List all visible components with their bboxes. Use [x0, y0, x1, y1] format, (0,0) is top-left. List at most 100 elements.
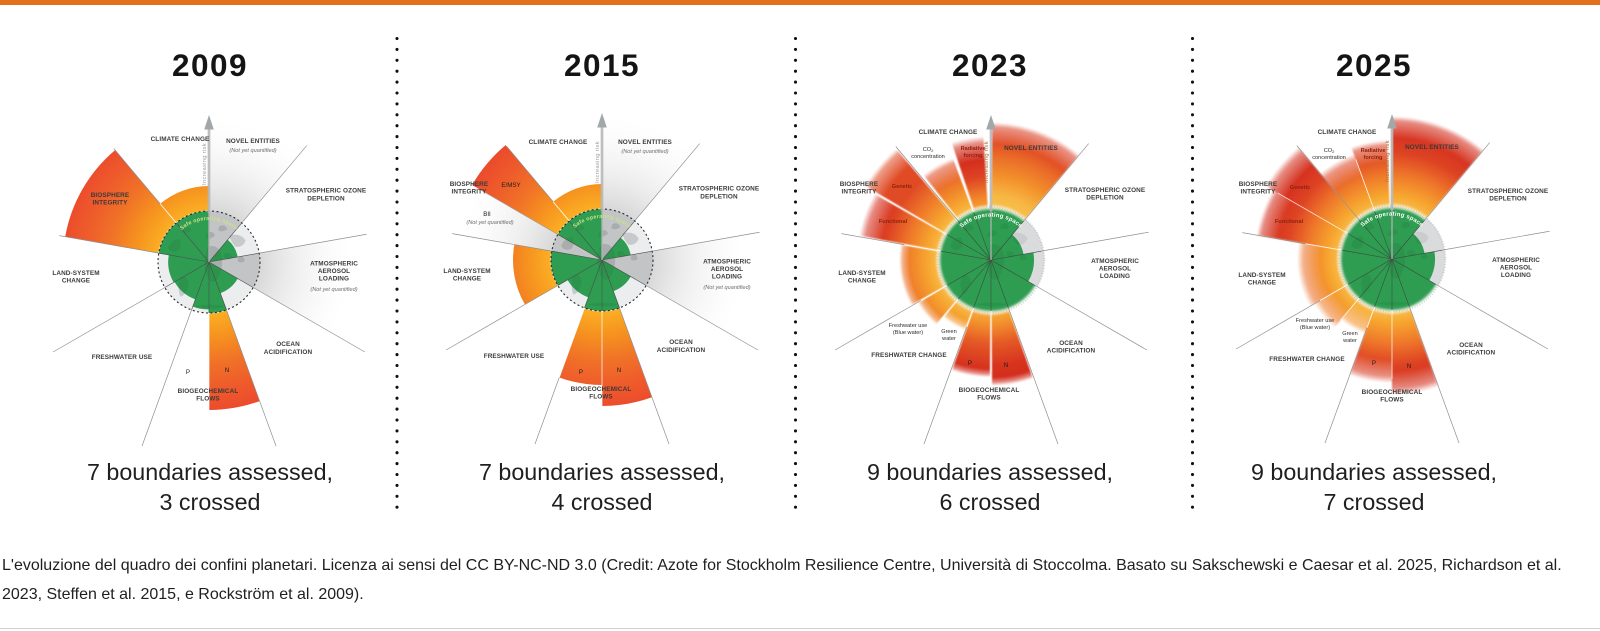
svg-text:LAND-SYSTEM: LAND-SYSTEM [838, 270, 885, 277]
svg-text:FRESHWATER USE: FRESHWATER USE [484, 353, 545, 360]
svg-text:BII: BII [483, 211, 491, 218]
svg-text:AEROSOL: AEROSOL [1500, 265, 1532, 272]
svg-text:N: N [1407, 363, 1411, 370]
svg-text:water: water [941, 336, 956, 342]
svg-text:AEROSOL: AEROSOL [318, 268, 350, 275]
svg-text:CLIMATE CHANGE: CLIMATE CHANGE [919, 129, 978, 136]
svg-text:NOVEL ENTITIES: NOVEL ENTITIES [618, 139, 672, 146]
svg-text:forcing: forcing [964, 153, 984, 159]
svg-text:CO2: CO2 [923, 147, 934, 153]
svg-text:FLOWS: FLOWS [196, 396, 220, 403]
svg-text:CO2: CO2 [1324, 148, 1335, 154]
svg-text:ATMOSPHERIC: ATMOSPHERIC [703, 258, 751, 265]
svg-text:P: P [968, 360, 972, 367]
svg-text:Functional: Functional [1275, 219, 1304, 225]
svg-text:NOVEL ENTITIES: NOVEL ENTITIES [1004, 145, 1058, 152]
svg-text:CLIMATE CHANGE: CLIMATE CHANGE [529, 139, 588, 146]
svg-text:FLOWS: FLOWS [977, 395, 1001, 402]
svg-text:(Blue water): (Blue water) [1300, 325, 1330, 331]
svg-text:NOVEL ENTITIES: NOVEL ENTITIES [226, 138, 280, 145]
svg-text:BIOSPHERE: BIOSPHERE [450, 181, 489, 188]
svg-text:ACIDIFICATION: ACIDIFICATION [1047, 348, 1096, 355]
svg-text:CLIMATE CHANGE: CLIMATE CHANGE [151, 136, 210, 143]
svg-text:forcing: forcing [1364, 155, 1384, 161]
svg-text:OCEAN: OCEAN [276, 341, 300, 348]
svg-text:OCEAN: OCEAN [1459, 342, 1483, 349]
svg-text:AEROSOL: AEROSOL [711, 266, 743, 273]
svg-text:N: N [225, 367, 229, 374]
svg-text:LAND-SYSTEM: LAND-SYSTEM [1238, 272, 1285, 279]
svg-text:CHANGE: CHANGE [62, 278, 91, 285]
svg-text:FLOWS: FLOWS [589, 394, 613, 401]
svg-text:BIOGEOCHEMICAL: BIOGEOCHEMICAL [178, 388, 239, 395]
svg-text:N: N [617, 367, 621, 374]
svg-text:BIOSPHERE: BIOSPHERE [91, 192, 130, 199]
svg-text:BIOGEOCHEMICAL: BIOGEOCHEMICAL [571, 386, 632, 393]
svg-text:Green: Green [1342, 331, 1358, 337]
svg-text:water: water [1342, 338, 1357, 344]
svg-text:LOADING: LOADING [1100, 273, 1130, 280]
svg-text:INTEGRITY: INTEGRITY [1241, 189, 1277, 196]
svg-text:concentration: concentration [1312, 155, 1346, 161]
svg-text:OCEAN: OCEAN [1059, 340, 1083, 347]
svg-text:Increasing risk: Increasing risk [984, 141, 990, 183]
svg-text:BIOGEOCHEMICAL: BIOGEOCHEMICAL [1362, 389, 1423, 396]
svg-text:LOADING: LOADING [319, 276, 349, 283]
svg-text:AEROSOL: AEROSOL [1099, 266, 1131, 273]
svg-text:BIOGEOCHEMICAL: BIOGEOCHEMICAL [959, 387, 1020, 394]
svg-text:LAND-SYSTEM: LAND-SYSTEM [52, 270, 99, 277]
svg-text:FRESHWATER CHANGE: FRESHWATER CHANGE [1269, 356, 1345, 363]
svg-text:ATMOSPHERIC: ATMOSPHERIC [310, 260, 358, 267]
svg-text:ACIDIFICATION: ACIDIFICATION [264, 349, 313, 356]
svg-text:CLIMATE CHANGE: CLIMATE CHANGE [1318, 129, 1377, 136]
svg-text:Increasing risk: Increasing risk [202, 143, 208, 185]
svg-text:Freshwater use: Freshwater use [889, 323, 928, 329]
svg-text:LOADING: LOADING [712, 274, 742, 281]
svg-text:DEPLETION: DEPLETION [1489, 196, 1527, 203]
svg-text:Increasing risk: Increasing risk [595, 141, 601, 183]
svg-text:(Not yet quantified): (Not yet quantified) [703, 285, 750, 291]
svg-text:P: P [1372, 360, 1376, 367]
svg-text:INTEGRITY: INTEGRITY [452, 189, 488, 196]
svg-text:ATMOSPHERIC: ATMOSPHERIC [1492, 257, 1540, 264]
svg-text:P: P [579, 369, 583, 376]
svg-text:DEPLETION: DEPLETION [700, 193, 738, 200]
svg-text:Increasing risk: Increasing risk [1385, 140, 1391, 182]
svg-text:(Blue water): (Blue water) [893, 330, 923, 336]
svg-text:P: P [186, 369, 190, 376]
svg-text:DEPLETION: DEPLETION [307, 195, 345, 202]
svg-text:LAND-SYSTEM: LAND-SYSTEM [443, 268, 490, 275]
svg-text:CHANGE: CHANGE [848, 278, 877, 285]
svg-text:STRATOSPHERIC OZONE: STRATOSPHERIC OZONE [1468, 188, 1549, 195]
svg-text:NOVEL ENTITIES: NOVEL ENTITIES [1405, 144, 1459, 151]
svg-text:N: N [1004, 362, 1008, 369]
svg-text:STRATOSPHERIC OZONE: STRATOSPHERIC OZONE [1065, 187, 1146, 194]
svg-text:CHANGE: CHANGE [1248, 280, 1277, 287]
svg-text:Genetic: Genetic [892, 184, 913, 190]
svg-text:Genetic: Genetic [1290, 185, 1311, 191]
svg-text:OCEAN: OCEAN [669, 339, 693, 346]
svg-text:(Not yet quantified): (Not yet quantified) [229, 148, 276, 154]
svg-text:Radiative: Radiative [961, 146, 986, 152]
svg-text:STRATOSPHERIC OZONE: STRATOSPHERIC OZONE [679, 186, 760, 193]
svg-text:ATMOSPHERIC: ATMOSPHERIC [1091, 258, 1139, 265]
svg-text:(Not yet quantified): (Not yet quantified) [621, 149, 668, 155]
svg-text:Green: Green [941, 329, 957, 335]
svg-text:BIOSPHERE: BIOSPHERE [840, 181, 879, 188]
svg-text:Freshwater use: Freshwater use [1296, 318, 1335, 324]
svg-text:FRESHWATER USE: FRESHWATER USE [92, 354, 153, 361]
svg-text:FLOWS: FLOWS [1380, 397, 1404, 404]
svg-text:ACIDIFICATION: ACIDIFICATION [657, 347, 706, 354]
svg-text:Radiative: Radiative [1361, 148, 1386, 154]
svg-text:BIOSPHERE: BIOSPHERE [1239, 181, 1278, 188]
svg-text:CHANGE: CHANGE [453, 276, 482, 283]
svg-text:STRATOSPHERIC OZONE: STRATOSPHERIC OZONE [286, 188, 367, 195]
svg-text:INTEGRITY: INTEGRITY [93, 200, 129, 207]
svg-text:INTEGRITY: INTEGRITY [842, 189, 878, 196]
svg-text:ACIDIFICATION: ACIDIFICATION [1447, 350, 1496, 357]
svg-text:concentration: concentration [911, 154, 945, 160]
svg-text:Functional: Functional [879, 219, 908, 225]
svg-text:DEPLETION: DEPLETION [1086, 195, 1124, 202]
svg-text:LOADING: LOADING [1501, 272, 1531, 279]
svg-text:FRESHWATER CHANGE: FRESHWATER CHANGE [871, 352, 947, 359]
